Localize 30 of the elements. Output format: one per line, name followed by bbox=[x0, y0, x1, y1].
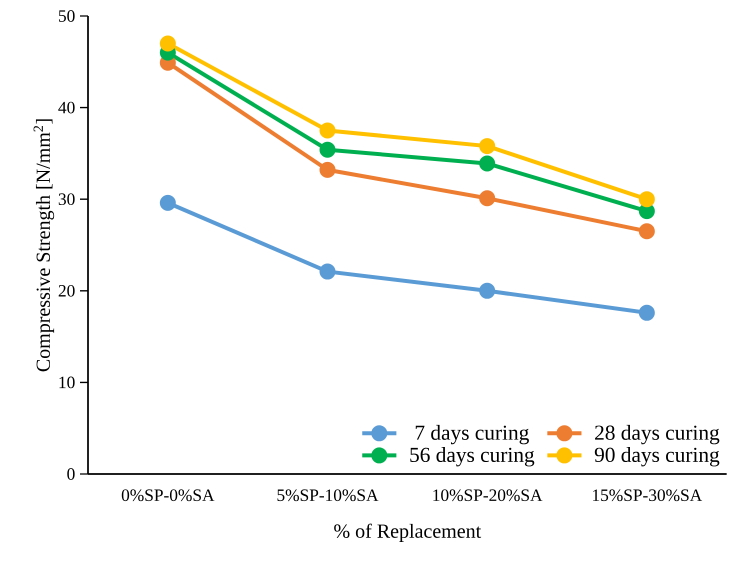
y-tick-label: 30 bbox=[58, 193, 75, 206]
x-tick-label: 5%SP-10%SA bbox=[277, 489, 378, 502]
point bbox=[479, 155, 496, 172]
point bbox=[320, 142, 336, 158]
y-axis-title: Compressive Strength [N/mm$^{2}$] bbox=[34, 119, 54, 372]
point bbox=[320, 122, 336, 138]
x-tick-label: 15%SP-30%SA bbox=[592, 489, 702, 502]
point bbox=[160, 35, 176, 52]
legend-label: 7 days curing bbox=[416, 424, 529, 444]
legend-label: 28 days curing bbox=[595, 424, 720, 444]
y-tick-label: 20 bbox=[58, 284, 75, 297]
y-tick-label: 0 bbox=[67, 468, 75, 480]
point bbox=[638, 304, 655, 321]
x-tick-label: 0%SP-0%SA bbox=[122, 489, 214, 502]
point bbox=[479, 190, 496, 206]
point bbox=[638, 203, 655, 220]
y-tick-label: 50 bbox=[58, 10, 75, 22]
legend-label: 56 days curing bbox=[410, 447, 534, 466]
y-tick-label: 10 bbox=[59, 376, 75, 388]
point bbox=[479, 138, 496, 154]
legend-label: 90 days curing bbox=[594, 447, 720, 466]
point bbox=[160, 194, 176, 211]
y-tick-label: 40 bbox=[58, 102, 75, 114]
point bbox=[320, 162, 336, 178]
point bbox=[320, 264, 336, 280]
x-tick-label: 10%SP-20%SA bbox=[433, 489, 542, 502]
point bbox=[479, 282, 496, 299]
x-axis-title: % of Replacement bbox=[334, 524, 482, 542]
point bbox=[638, 223, 655, 240]
point bbox=[638, 191, 655, 208]
